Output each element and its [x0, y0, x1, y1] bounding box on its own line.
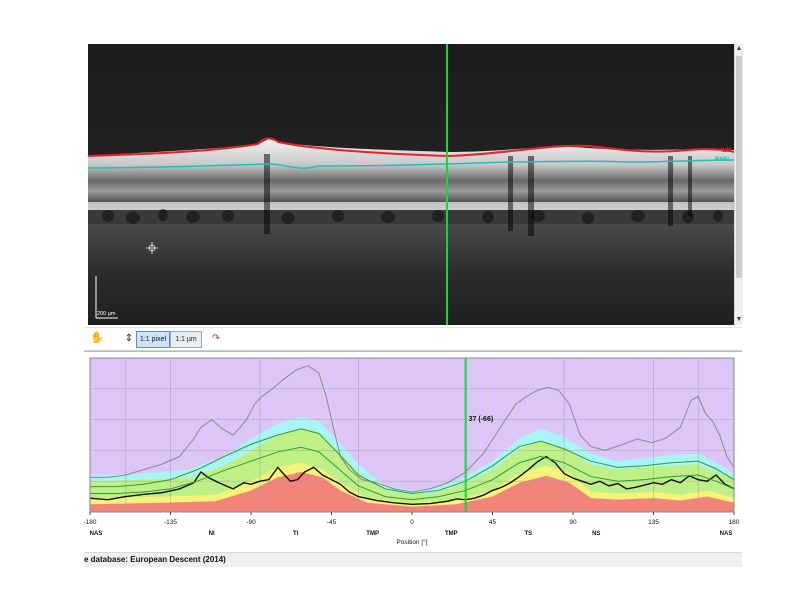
reset-cursor-icon[interactable]: ↷: [211, 333, 221, 344]
rnfl-layer-label: RNFL: [715, 157, 731, 163]
oct-bscan-svg: 200 µm ILM RNFL: [88, 44, 734, 325]
thickness-series-line-2: [90, 428, 735, 495]
pixel-scale-button[interactable]: 1:1 pixel: [136, 331, 170, 348]
sector-label-7: NAS: [720, 531, 733, 537]
vertical-fit-icon[interactable]: ⇕: [124, 333, 134, 344]
x-tick-label-1: -135: [164, 519, 177, 526]
section-divider: [84, 351, 742, 352]
thickness-profile-chart[interactable]: 37 (-66) -180 -135 -90 -45 0 45 90 135 180 NAS NI TI…: [0, 0, 800, 552]
sector-label-6: NS: [592, 531, 600, 537]
scrollbar-thumb[interactable]: [736, 56, 742, 278]
image-toolbar: ✋ ⇕ 1:1 pixel 1:1 µm ↷: [84, 327, 742, 351]
scroll-up-icon[interactable]: ▲: [735, 45, 743, 52]
thickness-series-line-3: [90, 446, 735, 501]
x-tick-label-6: 90: [569, 519, 577, 526]
sector-label-4: TMP: [445, 531, 458, 537]
sector-label-3: TMP: [366, 531, 379, 537]
thickness-series-line-0: [89, 455, 735, 506]
sector-label-1: NI: [209, 531, 215, 537]
normative-band-0: [90, 471, 734, 512]
reference-database-text: e database: European Descent (2014): [84, 555, 226, 564]
thickness-series-line-1: [90, 365, 735, 493]
scale-bar-label: 200 µm: [97, 311, 116, 317]
ilm-layer-label: ILM: [721, 148, 731, 154]
x-axis-label: Position [°]: [396, 538, 427, 546]
x-tick-label-0: -180: [83, 519, 96, 526]
hand-icon[interactable]: ✋: [90, 332, 104, 344]
cursor-value-label: 37 (-66): [469, 416, 494, 423]
ilm-boundary-line: [88, 137, 734, 158]
sector-label-2: TI: [293, 531, 299, 537]
scroll-down-icon[interactable]: ▼: [735, 316, 743, 323]
sector-label-0: NAS: [90, 531, 103, 537]
sector-label-5: TS: [524, 531, 532, 537]
x-tick-label-7: 135: [648, 519, 659, 526]
footer-bar: e database: European Descent (2014): [84, 552, 742, 567]
scale-bar: [95, 276, 118, 319]
rnfl-boundary-line: [88, 159, 734, 169]
x-tick-label-3: -45: [327, 519, 337, 526]
x-tick-label-4: 0: [410, 519, 414, 526]
oct-bscan-image[interactable]: 200 µm ILM RNFL: [88, 44, 734, 325]
x-tick-label-2: -90: [246, 519, 256, 526]
oct-cursor-line: [446, 44, 448, 325]
oct-vertical-scrollbar[interactable]: ▲ ▼: [734, 44, 743, 325]
x-tick-label-8: 180: [729, 519, 740, 526]
crosshair-cursor-icon: [146, 242, 158, 254]
x-tick-label-5: 45: [489, 519, 497, 526]
micron-scale-button[interactable]: 1:1 µm: [170, 331, 202, 348]
